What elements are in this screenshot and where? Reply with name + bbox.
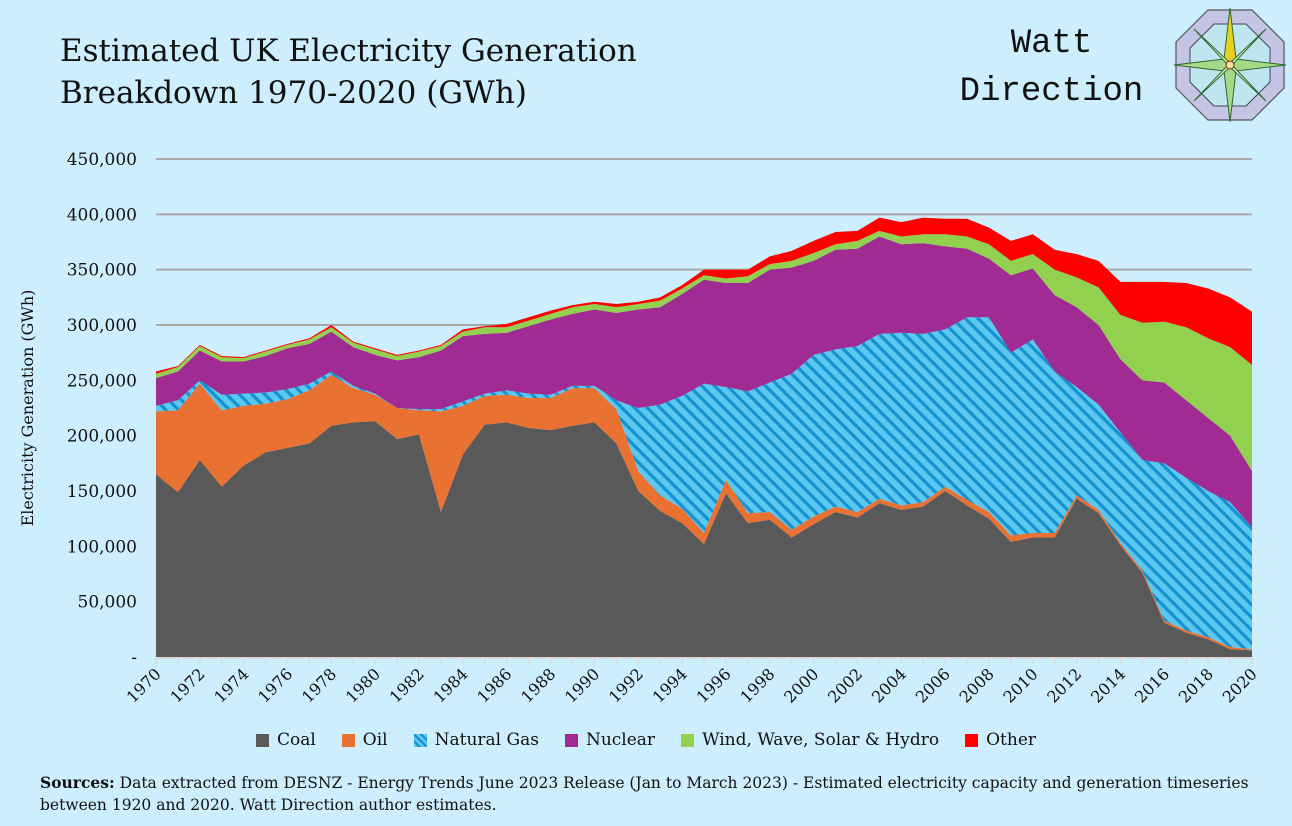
y-axis-label: Electricity Generation (GWh) [18, 290, 37, 527]
x-tick-label: 2006 [912, 664, 954, 706]
x-tick-label: 1992 [605, 664, 647, 706]
x-tick-label: 1972 [166, 664, 208, 706]
legend-item: Oil [341, 730, 388, 750]
legend-swatch [564, 733, 578, 747]
legend-label: Coal [276, 730, 316, 750]
x-tick-label: 1994 [649, 664, 691, 706]
compass-logo-icon [1173, 7, 1287, 123]
y-tick-label: 150,000 [67, 482, 137, 502]
x-tick-label: 2020 [1219, 664, 1261, 706]
legend-label: Other [986, 730, 1037, 750]
y-tick-label: 200,000 [67, 427, 137, 447]
y-tick-label: - [131, 648, 137, 668]
x-tick-label: 1990 [561, 664, 603, 706]
x-tick-label: 1988 [517, 664, 559, 706]
legend-label: Wind, Wave, Solar & Hydro [702, 730, 940, 750]
area-series [156, 217, 1252, 657]
legend-swatch [255, 733, 269, 747]
x-tick-label: 1978 [298, 664, 340, 706]
x-tick-label: 2004 [868, 664, 910, 706]
y-tick-label: 350,000 [67, 261, 137, 281]
legend-item: Coal [255, 730, 316, 750]
y-tick-label: 300,000 [67, 316, 137, 336]
x-tick-label: 1974 [210, 664, 252, 706]
chart-title-line-2: Breakdown 1970-2020 (GWh) [60, 75, 527, 111]
legend: Coal Oil Natural Gas Nuclear Wind, Wave, Sol… [0, 730, 1292, 750]
y-tick-label: 400,000 [67, 205, 137, 225]
legend-item: Nuclear [564, 730, 656, 750]
legend-item: Other [965, 730, 1036, 750]
logo-line-1: Watt [1010, 25, 1093, 63]
legend-label: Natural Gas [434, 730, 539, 750]
x-tick-label: 1998 [736, 664, 778, 706]
area-natural-gas [156, 317, 1252, 650]
brand-logo-text: Watt Direction [944, 20, 1159, 116]
x-tick-label: 2018 [1175, 664, 1217, 706]
y-tick-label: 450,000 [67, 150, 137, 170]
chart-title-line-1: Estimated UK Electricity Generation [60, 33, 637, 69]
legend-item: Wind, Wave, Solar & Hydro [681, 730, 939, 750]
sources-text: Data extracted from DESNZ - Energy Trend… [40, 774, 1249, 814]
x-tick-label: 2014 [1087, 664, 1129, 706]
legend-swatch [341, 733, 355, 747]
legend-swatch [965, 733, 979, 747]
legend-item: Natural Gas [413, 730, 539, 750]
area-wind-wave-solar-hydro [156, 230, 1252, 472]
legend-label: Nuclear [585, 730, 656, 750]
x-tick-label: 1970 [123, 664, 165, 706]
x-tick-label: 1980 [342, 664, 384, 706]
area-nuclear [156, 236, 1252, 528]
x-tick-label: 1986 [473, 664, 515, 706]
y-tick-label: 50,000 [78, 593, 137, 613]
chart-title: Estimated UK Electricity Generation Brea… [60, 30, 760, 114]
x-tick-label: 2016 [1131, 664, 1173, 706]
sources-note: Sources: Data extracted from DESNZ - Ene… [40, 772, 1270, 816]
stacked-area-chart: - 50,000 100,000 150,000 200,000 250,000 300,0… [18, 150, 1261, 707]
x-tick-label: 2010 [999, 664, 1041, 706]
y-tick-label: 250,000 [67, 371, 137, 391]
x-tick-label: 1996 [693, 664, 735, 706]
area-coal [156, 421, 1252, 657]
x-tick-label: 2002 [824, 664, 866, 706]
x-tick-label: 2000 [780, 664, 822, 706]
legend-swatch [681, 733, 695, 747]
logo-line-2: Direction [959, 73, 1144, 111]
x-tick-label: 1976 [254, 664, 296, 706]
x-tick-label: 2012 [1043, 664, 1085, 706]
legend-label: Oil [362, 730, 388, 750]
x-tick-label: 1984 [429, 664, 471, 706]
x-tick-label: 2008 [956, 664, 998, 706]
legend-swatch [413, 733, 427, 747]
sources-label: Sources: [40, 773, 115, 792]
area-oil [156, 374, 1252, 651]
y-tick-label: 100,000 [67, 537, 137, 557]
x-tick-label: 1982 [386, 664, 428, 706]
